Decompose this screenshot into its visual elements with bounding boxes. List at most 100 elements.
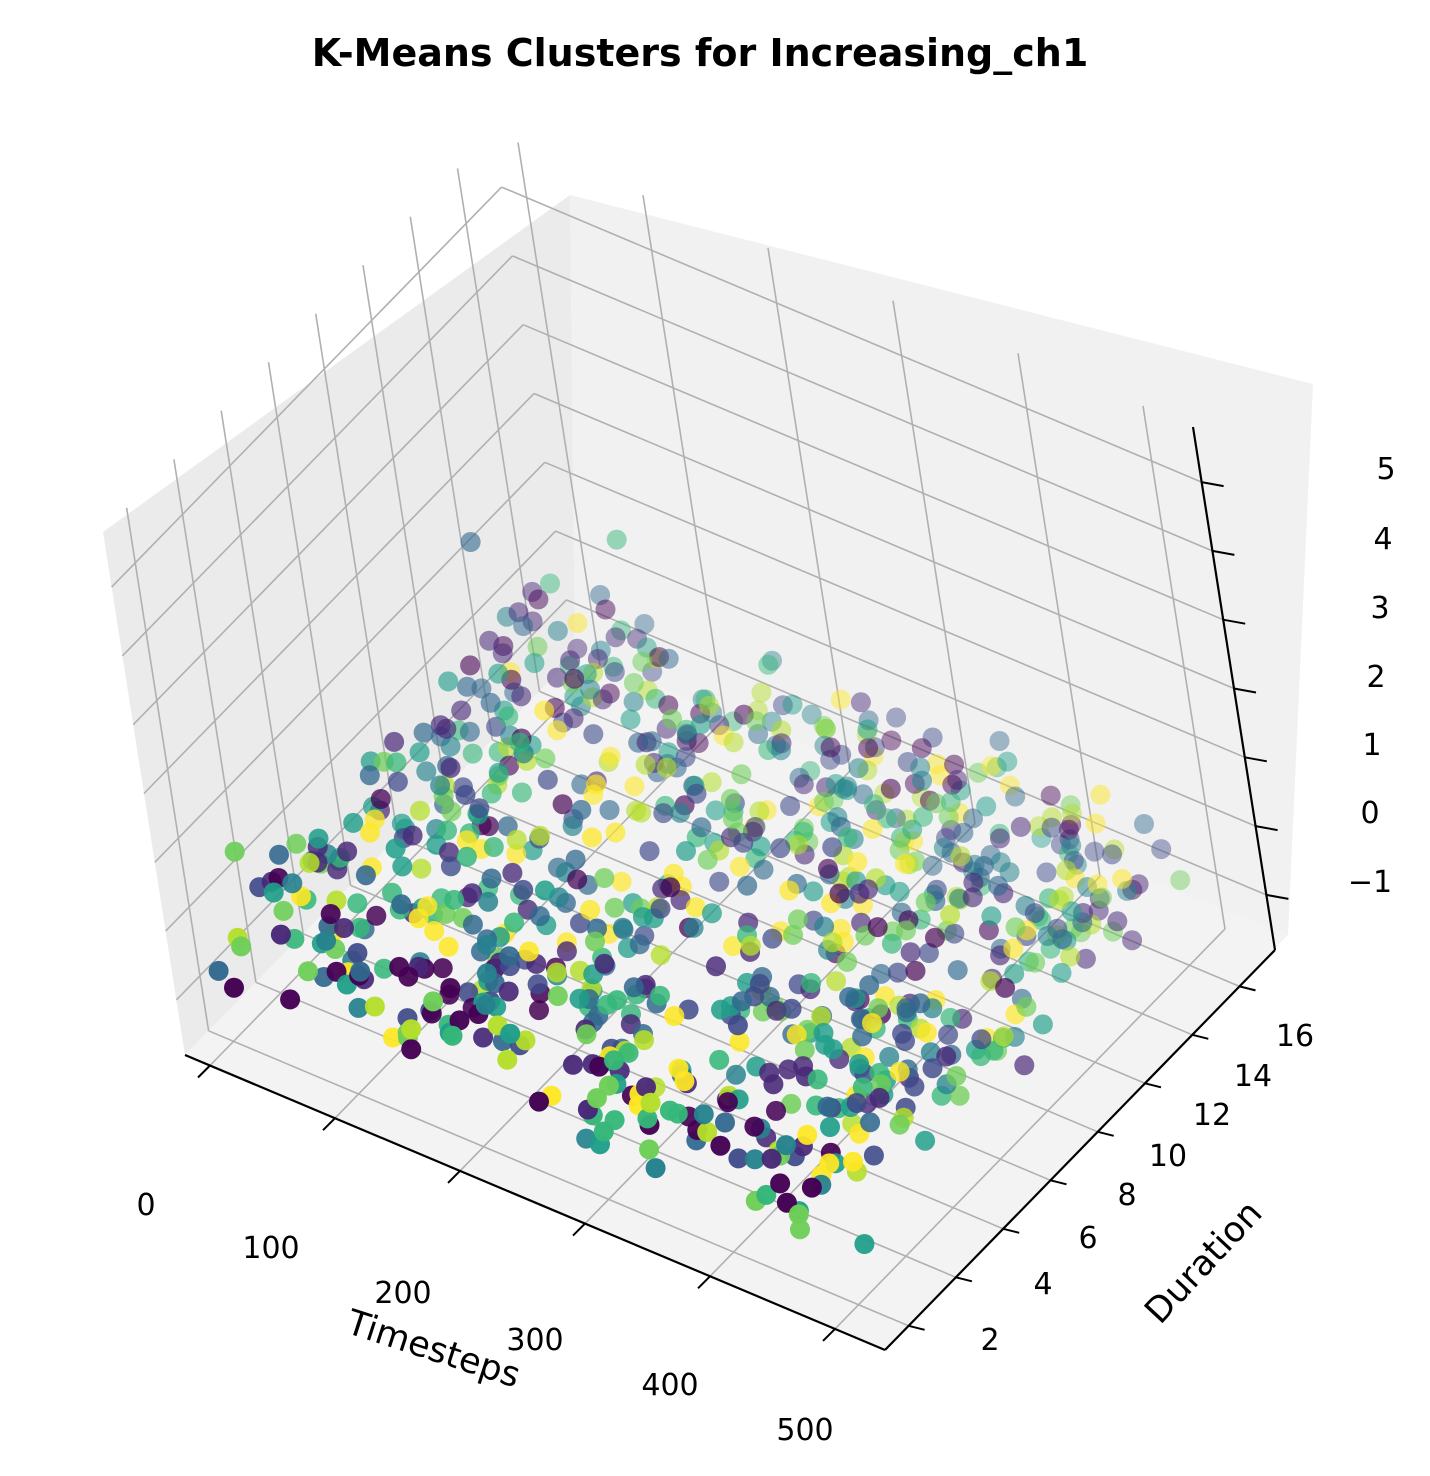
scatter-point: [968, 762, 989, 783]
scatter-point: [488, 663, 509, 684]
scatter-point: [401, 1039, 422, 1060]
scatter-point: [776, 1135, 797, 1156]
scatter-point: [476, 934, 497, 955]
scatter-point: [820, 737, 841, 758]
scatter-point: [793, 774, 814, 795]
z-tick-mark: [1266, 893, 1289, 900]
scatter-point: [790, 1219, 810, 1240]
scatter-point: [519, 941, 539, 962]
scatter-point: [814, 916, 835, 937]
scatter-point: [1005, 786, 1026, 807]
scatter-point: [645, 1158, 666, 1179]
scatter-point: [359, 765, 380, 786]
scatter-point: [690, 714, 711, 735]
scatter-point: [1016, 996, 1037, 1017]
scatter-point: [590, 585, 611, 605]
scatter-point: [913, 806, 933, 827]
scatter-point: [766, 1000, 787, 1021]
scatter-point: [623, 691, 644, 712]
x-tick-mark: [322, 1117, 336, 1131]
scatter-point: [981, 906, 1002, 927]
scatter-point: [758, 654, 779, 675]
scatter-point: [762, 928, 783, 949]
scatter-point: [389, 956, 410, 977]
x-grid-line: [834, 928, 1226, 1330]
scatter-point: [430, 775, 451, 796]
scatter-point: [887, 962, 908, 983]
scatter-point: [905, 960, 926, 981]
z-grid-line: [522, 323, 1224, 621]
scatter-point: [846, 1093, 867, 1113]
scatter-point: [611, 620, 631, 641]
scatter-point: [889, 1061, 910, 1082]
x-tick-mark: [447, 1170, 461, 1184]
scatter-point: [938, 807, 959, 828]
scatter-point: [940, 792, 961, 813]
scatter-point: [706, 956, 726, 977]
scatter-point: [674, 1071, 695, 1092]
scatter-point: [782, 694, 803, 715]
scatter-point: [993, 1026, 1014, 1047]
scatter-point: [922, 1058, 943, 1079]
chart-title: K-Means Clusters for Increasing_ch1: [312, 31, 1089, 75]
scatter-point: [286, 833, 307, 854]
scatter-point: [497, 1049, 518, 1070]
scatter-point: [936, 1046, 957, 1067]
scatter-point: [1062, 803, 1082, 824]
y-tick-mark: [1239, 985, 1256, 992]
scatter-point: [737, 875, 758, 896]
scatter-point: [783, 924, 804, 945]
scatter-point: [911, 738, 932, 759]
scatter-point: [547, 986, 568, 1006]
scatter-point: [1075, 948, 1096, 969]
scatter-point: [483, 837, 504, 857]
scatter-point: [942, 774, 963, 795]
scatter-point: [807, 1069, 828, 1090]
scatter-point: [409, 742, 430, 763]
scatter-point: [660, 877, 681, 898]
scatter-point: [585, 931, 605, 952]
scatter-point: [1041, 817, 1062, 838]
scatter-point: [583, 724, 604, 745]
scatter-point: [488, 762, 509, 783]
scatter-point: [963, 872, 984, 893]
scatter-point: [1024, 903, 1045, 924]
scatter-point: [636, 1077, 656, 1098]
scatter-point: [563, 1054, 583, 1075]
scatter-point: [997, 751, 1018, 772]
scatter-point: [599, 800, 620, 820]
scatter-point: [612, 917, 633, 938]
scatter-point: [818, 858, 838, 879]
z-grid-line: [154, 461, 546, 863]
scatter-point: [750, 836, 771, 857]
scatter-point: [860, 1112, 881, 1133]
z-tick-mark: [1233, 687, 1257, 694]
scatter-point: [567, 869, 588, 890]
scatter-point: [650, 898, 671, 919]
x-tick-mark: [822, 1328, 836, 1342]
scatter-point: [594, 953, 615, 974]
scatter-point: [852, 1077, 873, 1098]
scatter-point: [457, 676, 478, 697]
scatter-point: [847, 852, 868, 872]
scatter-point: [1112, 868, 1133, 889]
y-tick-label: 16: [1276, 1019, 1314, 1054]
scatter-point: [683, 917, 704, 938]
scatter-point: [441, 801, 462, 822]
scatter-point: [567, 613, 588, 633]
scatter-point: [401, 1019, 422, 1040]
scatter-point: [1107, 911, 1128, 932]
x-tick-label: 200: [374, 1276, 431, 1311]
scatter-point: [938, 1024, 959, 1045]
z-tick-label: 3: [1370, 591, 1389, 626]
scatter-point: [699, 695, 720, 716]
scatter-point: [481, 868, 502, 889]
scatter-point: [717, 1092, 738, 1113]
x-tick-mark: [697, 1275, 711, 1290]
scatter-point: [416, 761, 437, 782]
scatter-point: [492, 643, 513, 664]
scatter-point: [763, 1074, 784, 1095]
scatter-point: [316, 930, 337, 951]
scatter-point: [411, 858, 432, 879]
scatter-point: [693, 1104, 714, 1125]
